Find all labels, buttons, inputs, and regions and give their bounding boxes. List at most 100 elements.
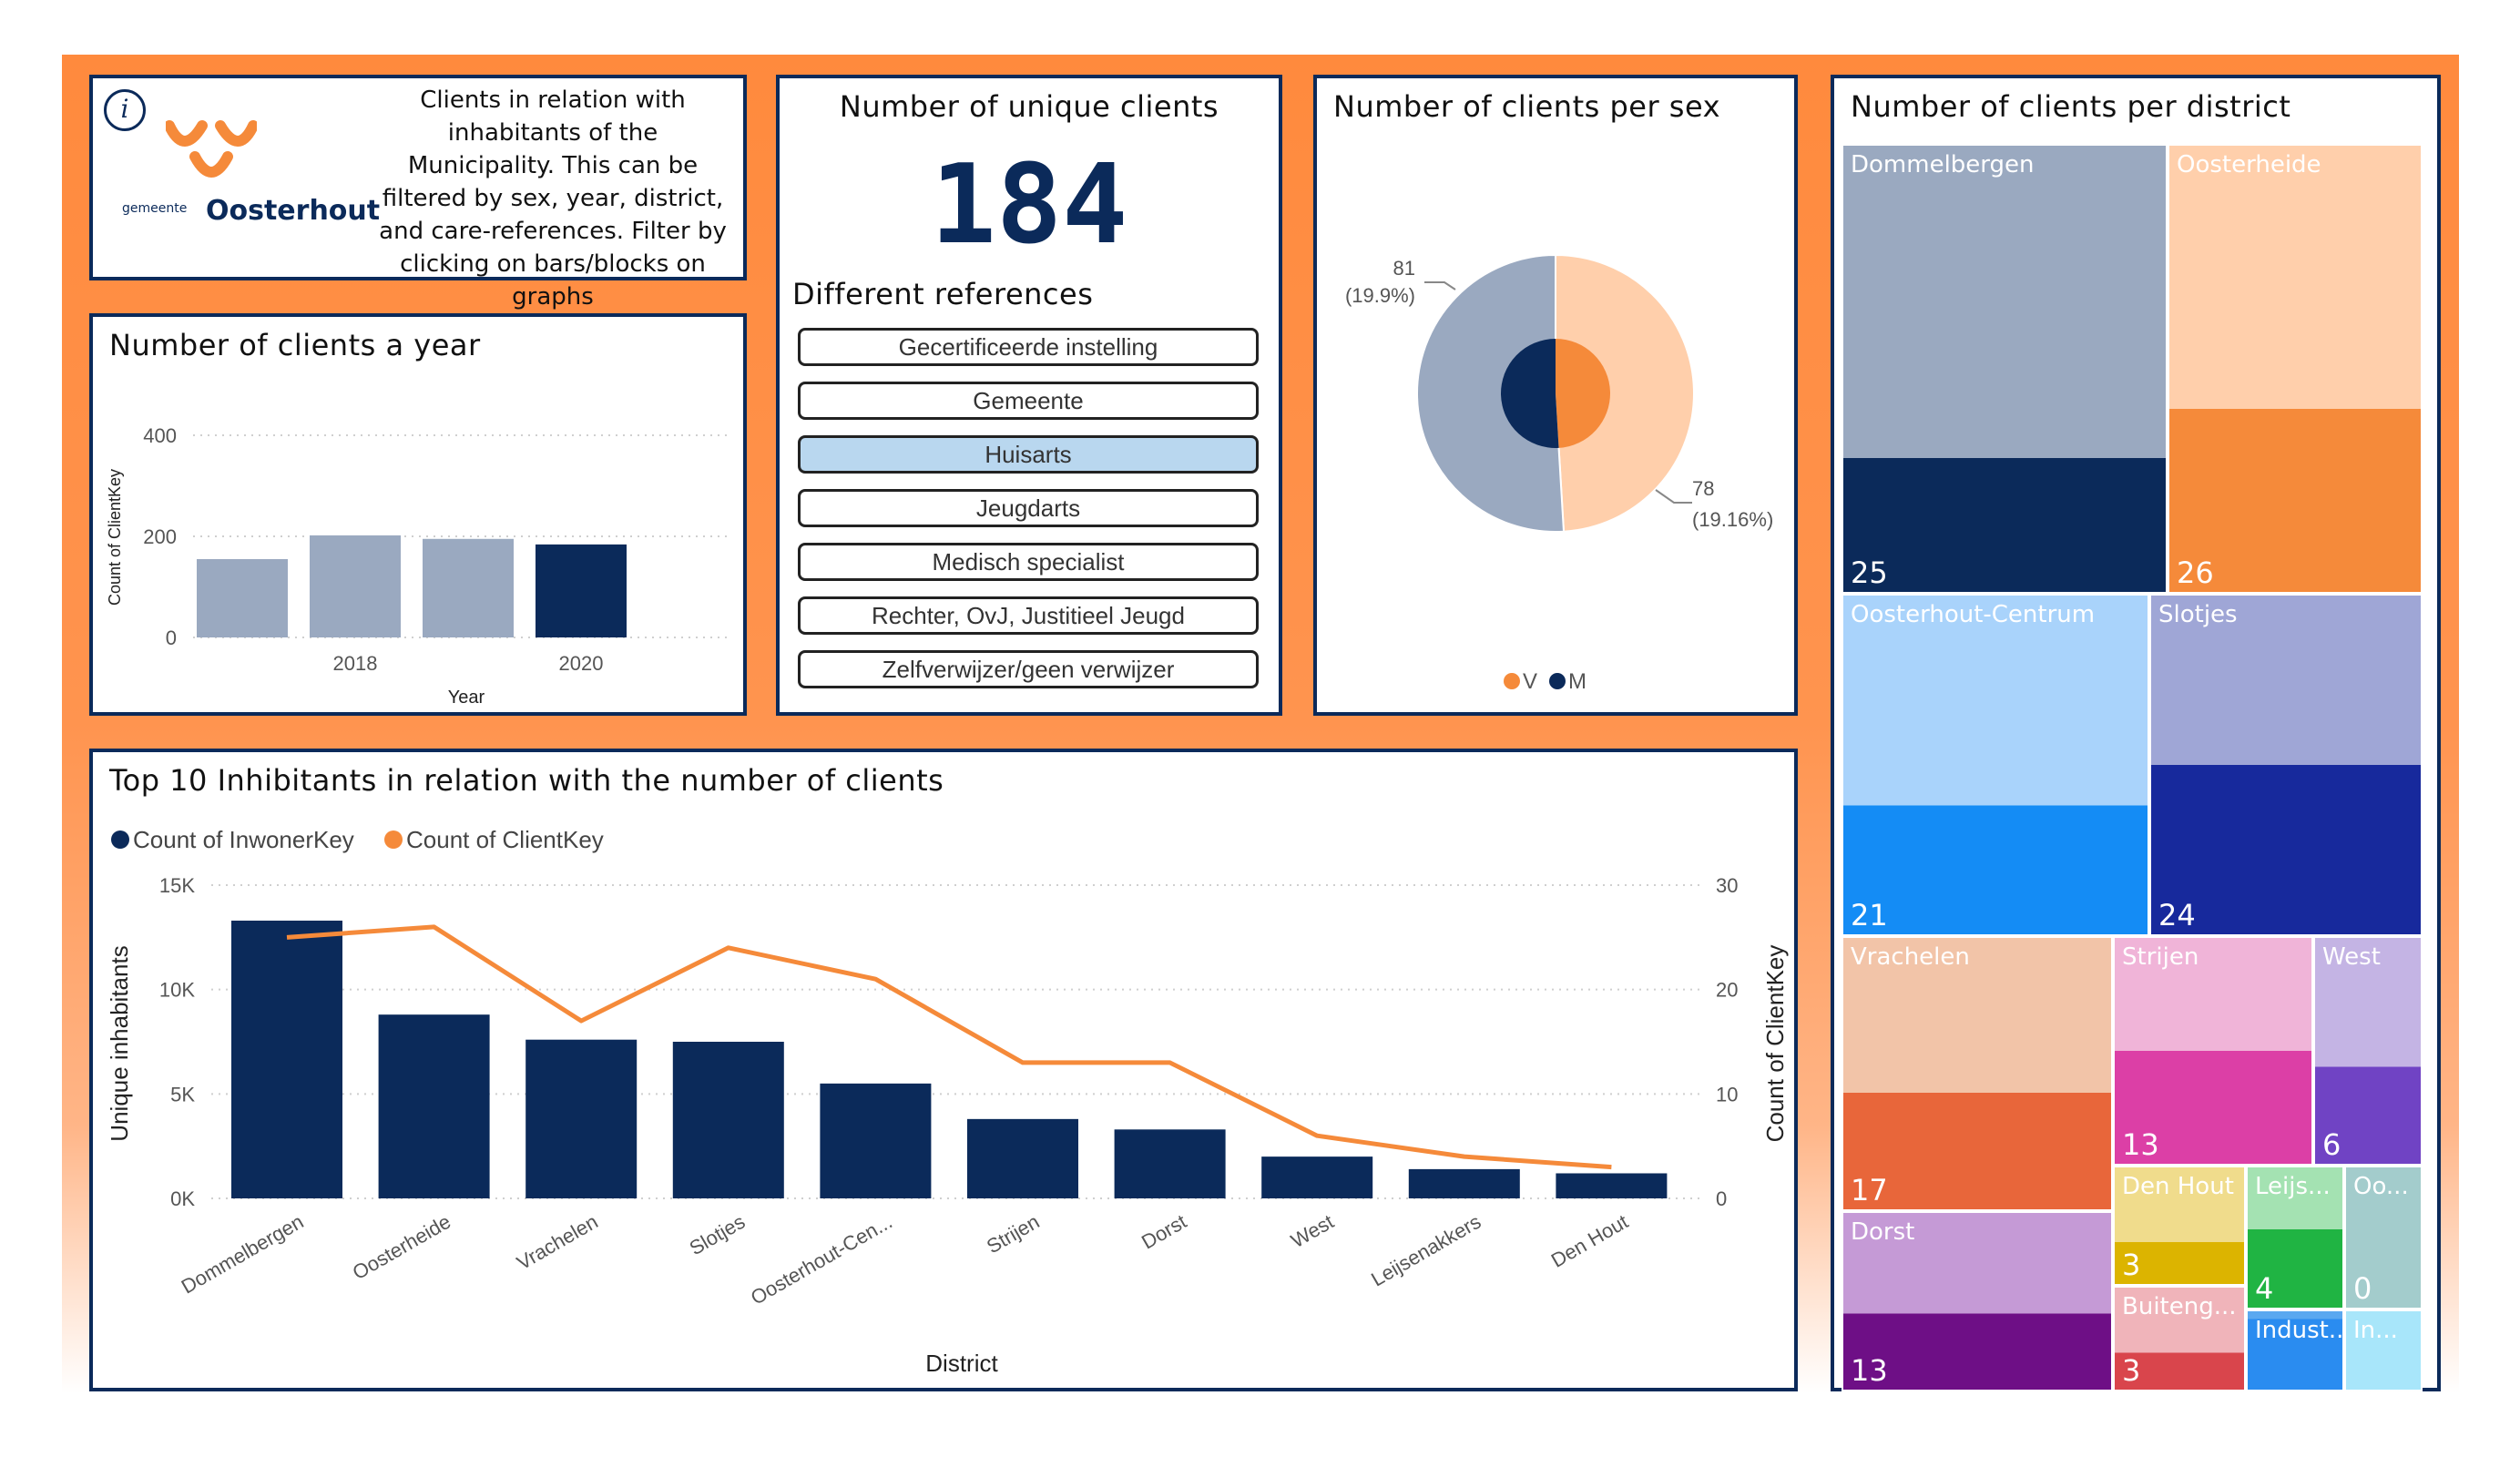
treemap-cell-value: 3 <box>2122 1248 2141 1282</box>
inhabitants-bar <box>1114 1129 1226 1198</box>
reference-button[interactable]: Rechter, OvJ, Justitieel Jeugd <box>798 596 1259 635</box>
reference-button[interactable]: Huisarts <box>798 435 1259 474</box>
legend-dot-v <box>1504 673 1520 689</box>
clients-per-district-card: Number of clients per district Dommelber… <box>1831 75 2441 1391</box>
info-card: i gemeente Oosterhout Clients in relatio… <box>89 75 747 311</box>
year-bar <box>197 558 288 637</box>
slice-pct-v: (19.16%) <box>1692 508 1773 531</box>
y-tick-label: 5K <box>170 1083 195 1105</box>
treemap-cell-value: 6 <box>2322 1127 2341 1162</box>
treemap-cell-label: Buiteng... <box>2122 1293 2237 1320</box>
y-tick-label: 400 <box>143 424 177 447</box>
y2-tick-label: 30 <box>1716 874 1738 897</box>
y-tick-label: 0 <box>166 627 177 649</box>
year-bar <box>536 544 627 637</box>
inhabitants-bar <box>1261 1156 1373 1198</box>
legend-dot-client <box>384 830 403 849</box>
clients-per-year-card: Number of clients a year 0 200 400 2018 2020… <box>89 313 747 716</box>
y2-tick-label: 0 <box>1716 1187 1727 1210</box>
clients-per-sex-card: Number of clients per sex 81 (19.9%) 78 (19… <box>1313 75 1798 716</box>
treemap-cell-label: Oo... <box>2353 1173 2409 1200</box>
reference-button[interactable]: Gemeente <box>798 382 1259 420</box>
unique-clients-title: Number of unique clients <box>839 89 1219 124</box>
treemap-cell[interactable]: Dommelbergen 25 <box>1842 144 2168 594</box>
year-bar <box>423 538 514 637</box>
inhabitants-bar <box>820 1083 932 1198</box>
x-tick-label: Strijen <box>983 1210 1044 1258</box>
treemap-cell-value: 3 <box>2122 1353 2141 1388</box>
references-title: Different references <box>792 277 1094 311</box>
reference-button[interactable]: Medisch specialist <box>798 543 1259 581</box>
treemap-cell-value: 26 <box>2177 555 2214 590</box>
treemap-cell[interactable]: Indust... <box>2246 1309 2344 1391</box>
x-axis-label: Year <box>448 688 485 708</box>
top10-card: Top 10 Inhibitants in relation with the … <box>89 749 1798 1391</box>
clients-per-sex-title: Number of clients per sex <box>1333 89 1721 124</box>
treemap-cell-label: In... <box>2353 1317 2398 1344</box>
logo-oosterhout-text: Oosterhout <box>206 195 381 227</box>
reference-button[interactable]: Jeugdarts <box>798 489 1259 527</box>
clients-per-year-title: Number of clients a year <box>109 328 481 362</box>
treemap-cell[interactable]: Buiteng... 3 <box>2113 1286 2246 1391</box>
x-tick-label: Vrachelen <box>513 1210 602 1275</box>
clients-line <box>286 924 1612 1170</box>
treemap-cell-label: Den Hout <box>2122 1173 2234 1200</box>
inhabitants-bar <box>1408 1168 1520 1198</box>
leader-line <box>1424 281 1456 290</box>
x-tick-label: Oosterheide <box>349 1210 454 1285</box>
inhabitants-bar <box>525 1039 638 1198</box>
legend-label-inwoner: Count of InwonerKey <box>133 826 354 853</box>
inhabitants-bar <box>231 920 342 1198</box>
sex-inner-slice-v <box>1556 339 1611 448</box>
oosterhout-logo-mark <box>166 120 257 178</box>
inhabitants-bar <box>378 1014 490 1198</box>
treemap-cell[interactable]: Oo... 0 <box>2344 1166 2423 1309</box>
top10-title: Top 10 Inhibitants in relation with the … <box>109 763 944 798</box>
treemap-cell[interactable]: Strijen 13 <box>2113 936 2313 1166</box>
y-axis-label: Unique inhabitants <box>106 945 133 1141</box>
treemap-cell-value: 24 <box>2158 898 2196 932</box>
x-tick-label: Oosterhout-Cen... <box>747 1210 896 1309</box>
reference-button[interactable]: Gecertificeerde instelling <box>798 328 1259 366</box>
clients-per-district-title: Number of clients per district <box>1851 89 2291 124</box>
x-tick-label: Dorst <box>1138 1210 1190 1254</box>
treemap-cell[interactable]: Leijs... 4 <box>2246 1166 2344 1309</box>
logo-gemeente-text: gemeente <box>122 201 188 216</box>
legend-dot-m <box>1549 673 1566 689</box>
info-icon[interactable]: i <box>104 89 146 131</box>
treemap-cell[interactable]: Slotjes 24 <box>2149 594 2423 936</box>
treemap-cell[interactable]: Oosterheide 26 <box>2168 144 2423 594</box>
treemap-cell[interactable]: Vrachelen 17 <box>1842 936 2113 1211</box>
treemap-cell[interactable]: Den Hout 3 <box>2113 1166 2246 1286</box>
treemap-cell[interactable]: Oosterhout-Centrum 21 <box>1842 594 2149 936</box>
legend-label-m: M <box>1568 669 1586 694</box>
treemap-cell-value: 17 <box>1851 1173 1888 1207</box>
x-axis-label: District <box>925 1350 998 1377</box>
year-bar <box>310 535 401 637</box>
clients-per-sex-chart: 81 (19.9%) 78 (19.16%) V M <box>1345 253 1773 694</box>
treemap-cell-label: Vrachelen <box>1851 943 1970 971</box>
unique-clients-value: 184 <box>930 142 1128 269</box>
treemap-cell[interactable]: In... <box>2344 1309 2423 1391</box>
clients-per-year-chart: 0 200 400 2018 2020 Year Count of ClientKey <box>106 424 730 708</box>
info-description: Clients in relation with inhabitants of … <box>379 87 727 311</box>
reference-button[interactable]: Zelfverwijzer/geen verwijzer <box>798 650 1259 688</box>
treemap-cell-value: 13 <box>1851 1353 1888 1388</box>
sex-inner-slice-m <box>1501 339 1559 448</box>
treemap-cell-value: 21 <box>1851 898 1888 932</box>
treemap-cell-label: Indust... <box>2255 1317 2344 1344</box>
legend-label-client: Count of ClientKey <box>406 826 604 853</box>
top10-chart: Count of InwonerKey Count of ClientKey 0K 5… <box>106 826 1789 1377</box>
slice-label-v: 78 <box>1692 477 1714 500</box>
y-tick-label: 10K <box>159 979 195 1002</box>
treemap-cell-label: Strijen <box>2122 943 2199 971</box>
treemap-cell[interactable]: Dorst 13 <box>1842 1211 2113 1391</box>
treemap-cell-label: Dommelbergen <box>1851 151 2035 178</box>
unique-clients-card: Number of unique clients 184 Different r… <box>776 75 1282 716</box>
slice-label-m: 81 <box>1393 257 1415 280</box>
inhabitants-bar <box>672 1042 784 1198</box>
treemap-cell-label: Slotjes <box>2158 601 2238 628</box>
treemap-cell-label: Oosterhout-Centrum <box>1851 601 2096 628</box>
treemap-cell-label: Leijs... <box>2255 1173 2331 1200</box>
treemap-cell[interactable]: West 6 <box>2313 936 2423 1166</box>
